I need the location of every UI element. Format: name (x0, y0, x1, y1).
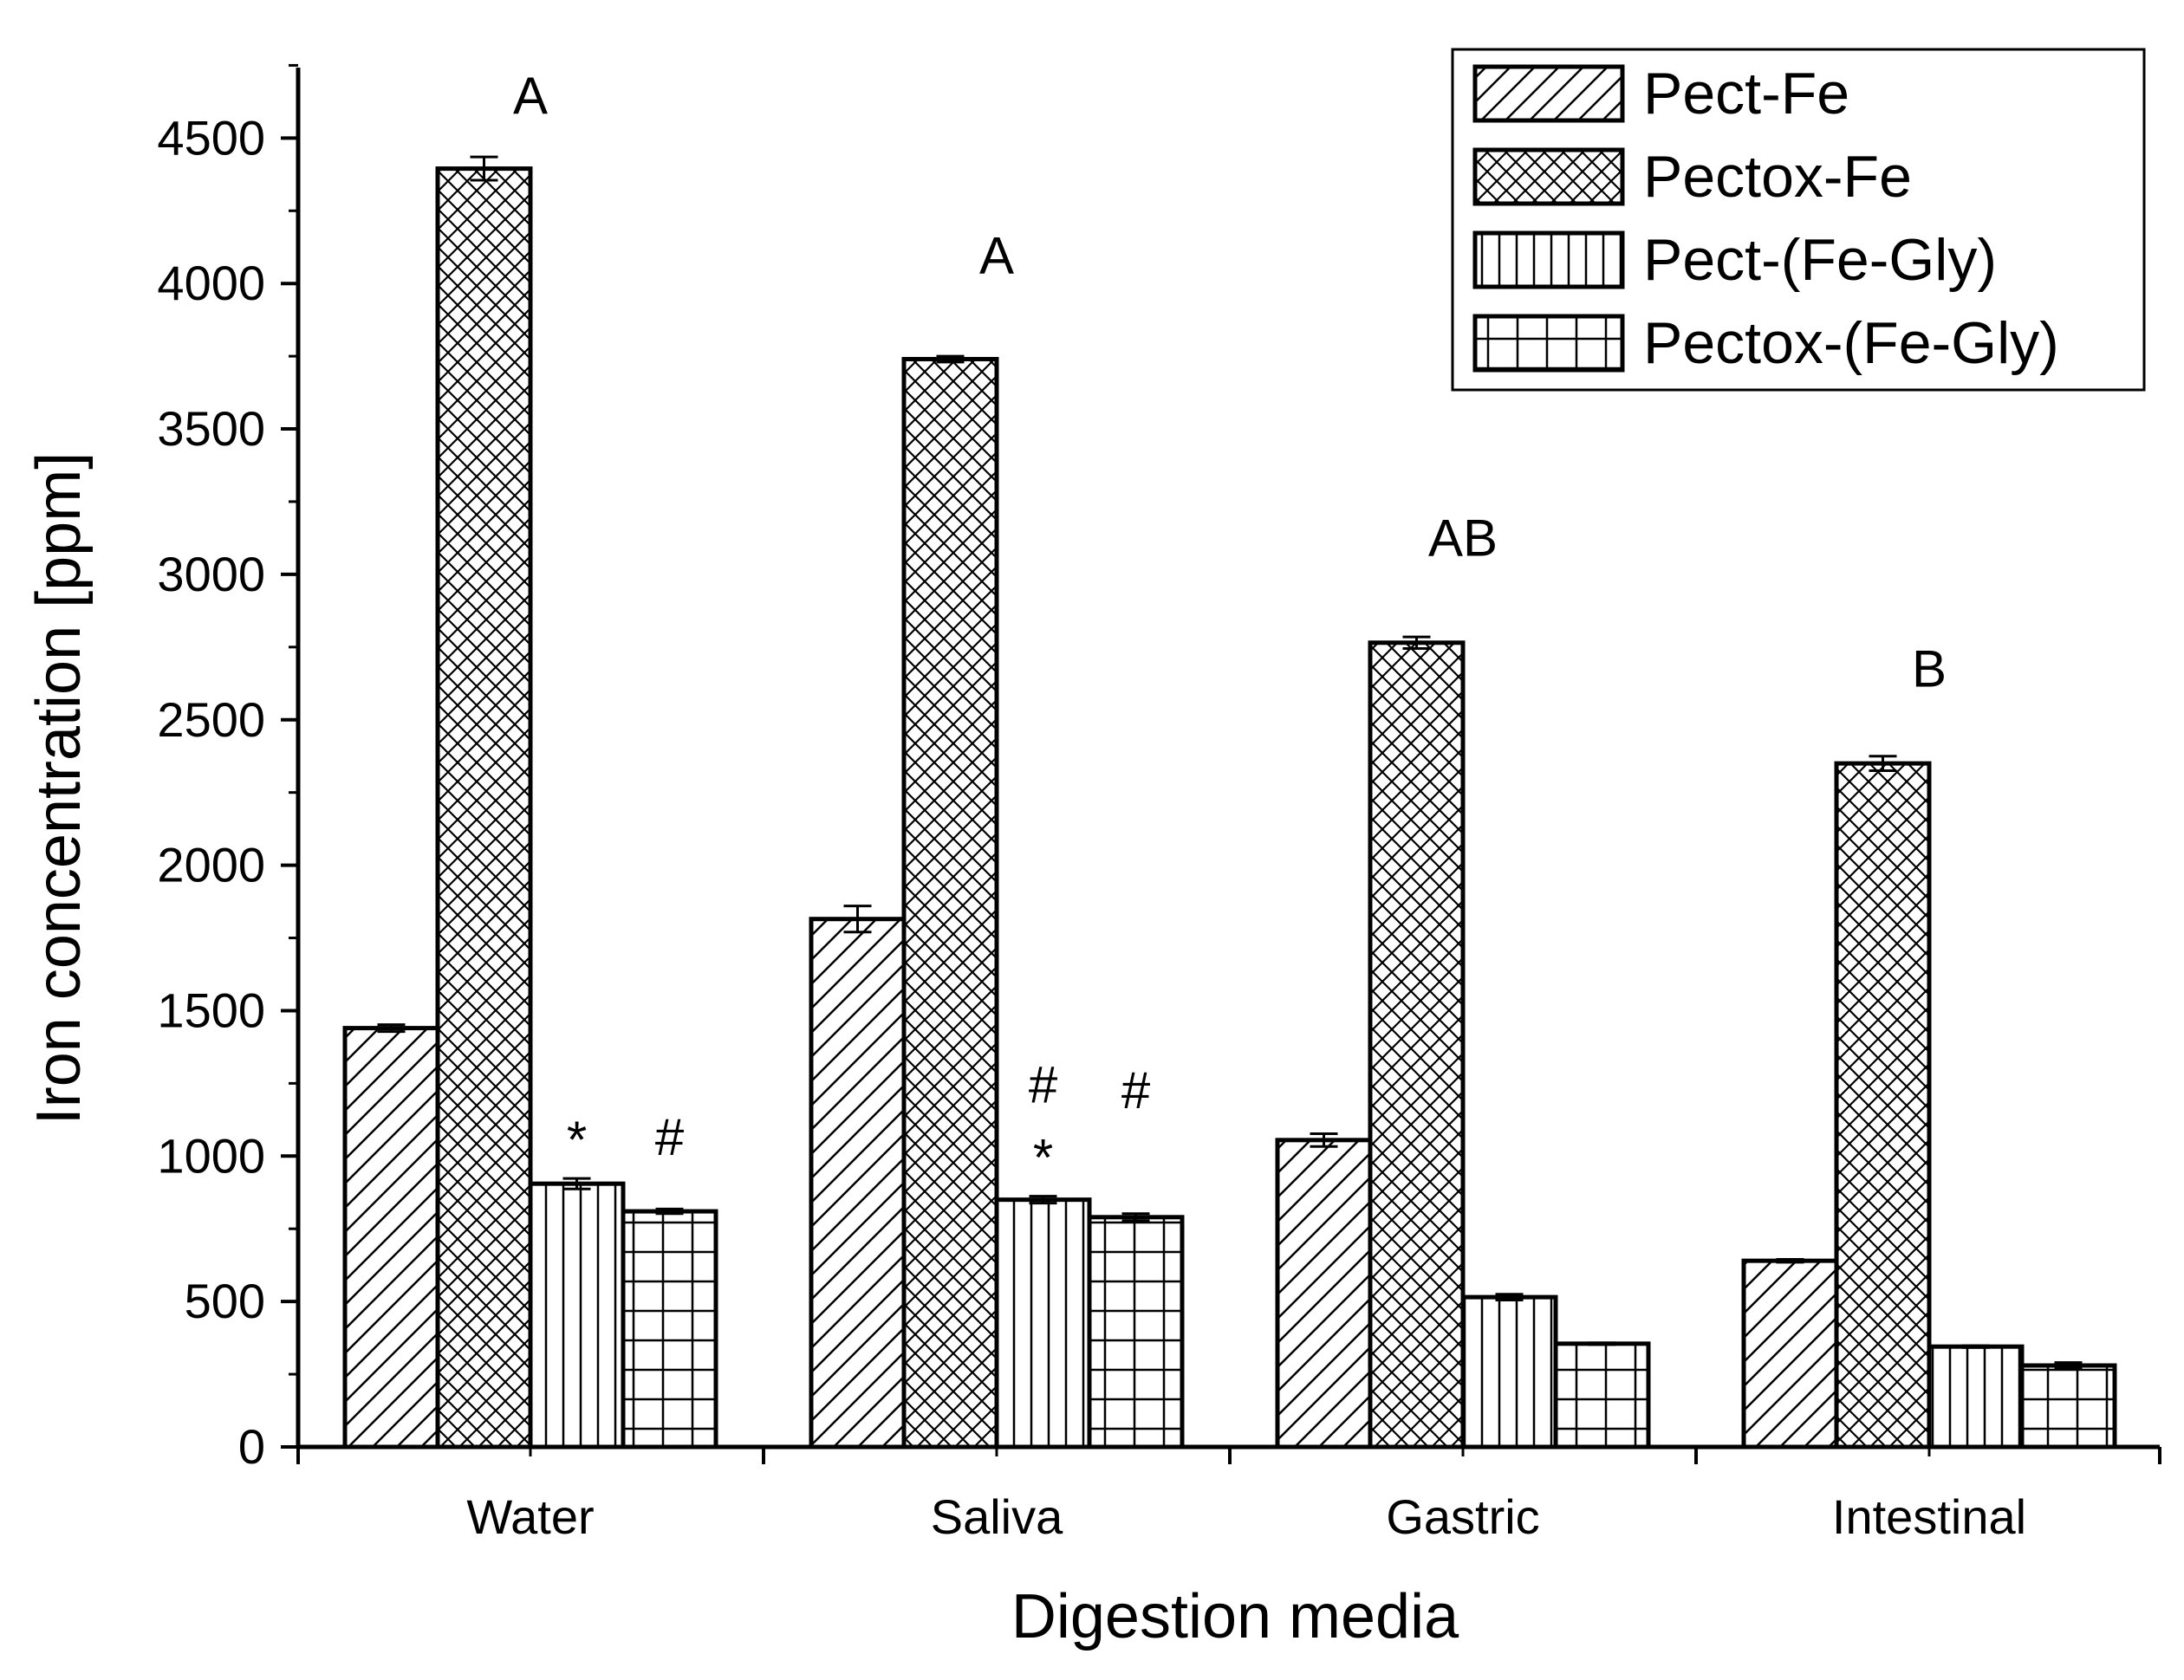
y-axis-ticks: 0 500 1000 1500 2000 2500 3000 3500 4000 4500 (157, 63, 298, 1474)
y-tick-label: 4000 (157, 256, 265, 310)
category-label-water: Water (466, 1489, 594, 1544)
category-label-intestinal: Intestinal (1832, 1489, 2026, 1544)
x-axis-ticks: Water Saliva Gastric Intestinal (296, 1447, 2161, 1544)
error-bar-pectox-fe-gly-saliva (1121, 1212, 1150, 1223)
y-tick-label: 1000 (157, 1128, 265, 1183)
error-bar-pect-fe-intestinal (1776, 1257, 1804, 1264)
error-bar-pect-fe-gly-gastric (1495, 1293, 1524, 1301)
bars (342, 166, 2117, 1450)
bar-pectox-fe-gly-intestinal (2019, 1363, 2117, 1450)
annotations: A A AB B * # # * # (513, 67, 1947, 1186)
category-label-saliva: Saliva (931, 1489, 1063, 1544)
annotation-label: * (567, 1111, 587, 1169)
error-bar-pectox-fe-saliva (936, 354, 965, 364)
error-bar-pectox-fe-gly-gastric (1588, 1341, 1616, 1346)
annotation-label: # (1121, 1061, 1151, 1119)
annotation-label: B (1912, 639, 1947, 697)
error-bar-pect-fe-gly-water (562, 1177, 591, 1190)
annotation-label: # (1029, 1055, 1058, 1113)
y-axis-title: Iron concentration [ppm] (24, 452, 94, 1125)
error-bar-pect-fe-water (377, 1023, 406, 1034)
error-bar-pectox-fe-gastric (1402, 635, 1431, 651)
annotation-label: A (513, 67, 548, 125)
error-bar-pectox-fe-gly-intestinal (2054, 1361, 2083, 1370)
bar-pectox-fe-water (435, 166, 533, 1450)
bar-pectox-fe-gly-saliva (1087, 1215, 1185, 1450)
annotation-label: * (1033, 1128, 1053, 1186)
legend: Pect-Fe Pectox-Fe Pect-(Fe-Gly) Pectox-(Fe-… (1451, 48, 2146, 392)
annotation-label: AB (1428, 509, 1498, 567)
legend-swatch-pectox-fe-gly (1472, 314, 1625, 373)
bar-pectox-fe-gly-gastric (1553, 1341, 1651, 1450)
annotation-label: # (655, 1108, 685, 1166)
legend-label-pect-fe: Pect-Fe (1643, 61, 1849, 126)
bar-pect-fe-gly-intestinal (1927, 1344, 2025, 1450)
x-axis-title: Digestion media (1011, 1582, 1459, 1651)
error-bar-pectox-fe-gly-water (655, 1207, 684, 1216)
legend-swatch-pectox-fe (1472, 147, 1625, 206)
error-bar-pectox-fe-intestinal (1869, 755, 1897, 772)
legend-label-pectox-fe: Pectox-Fe (1643, 144, 1912, 210)
category-label-gastric: Gastric (1386, 1489, 1539, 1544)
bar-pectox-fe-intestinal (1834, 761, 1932, 1450)
error-bar-pect-fe-gly-intestinal (1961, 1344, 1990, 1349)
error-bar-pect-fe-saliva (843, 905, 872, 934)
bar-pectox-fe-gly-water (621, 1209, 718, 1450)
bar-pect-fe-gly-gastric (1460, 1294, 1558, 1450)
bar-pect-fe-gly-saliva (994, 1197, 1092, 1450)
bar-pectox-fe-gastric (1368, 640, 1466, 1450)
bar-pect-fe-gastric (1275, 1138, 1373, 1450)
bar-pect-fe-gly-water (528, 1181, 626, 1450)
y-tick-label: 3000 (157, 547, 265, 601)
y-tick-label: 4500 (157, 110, 265, 165)
legend-swatch-pect-fe (1472, 64, 1625, 123)
y-tick-label: 500 (185, 1274, 265, 1328)
error-bars (377, 155, 2083, 1370)
error-bar-pectox-fe-water (470, 155, 498, 182)
legend-label-pectox-fe-gly: Pectox-(Fe-Gly) (1643, 310, 2059, 376)
y-tick-label: 2000 (157, 838, 265, 892)
bar-pect-fe-saliva (809, 917, 907, 1450)
error-bar-pect-fe-gly-saliva (1029, 1195, 1057, 1205)
legend-swatch-pect-fe-gly (1472, 230, 1625, 289)
error-bar-pect-fe-gastric (1310, 1132, 1338, 1148)
legend-label-pect-fe-gly: Pect-(Fe-Gly) (1643, 227, 1997, 293)
y-tick-label: 2500 (157, 692, 265, 747)
bar-pectox-fe-saliva (901, 356, 999, 1450)
y-tick-label: 0 (238, 1419, 265, 1474)
y-tick-label: 3500 (157, 401, 265, 456)
annotation-label: A (979, 227, 1014, 285)
y-tick-label: 1500 (157, 983, 265, 1037)
bar-pect-fe-water (342, 1026, 440, 1450)
bar-pect-fe-intestinal (1741, 1258, 1839, 1450)
